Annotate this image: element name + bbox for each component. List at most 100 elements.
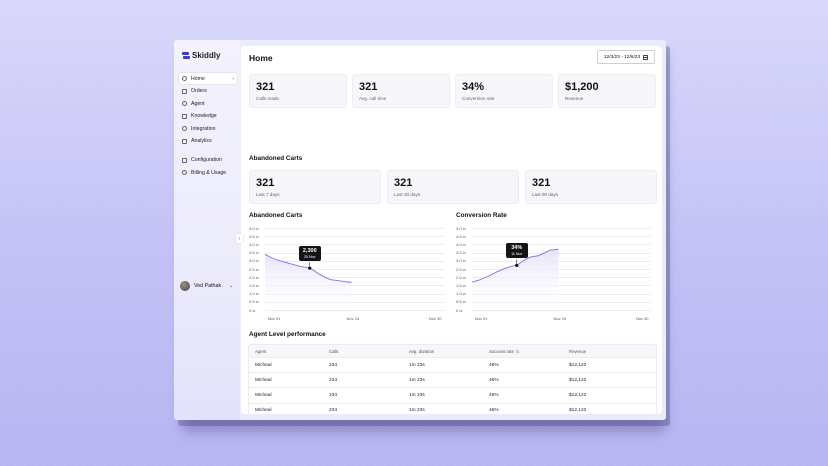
home-icon (182, 76, 187, 81)
grid-line (265, 228, 444, 229)
column-header-label: Calls (329, 348, 339, 354)
y-tick-label: 2.0 cr (456, 274, 467, 280)
table-cell: $12,122 (569, 362, 587, 368)
y-tick-label: 2.0 cr (249, 274, 260, 280)
y-tick-label: 3.0 cr (249, 258, 260, 264)
abandoned-chart-title: Abandoned Carts (249, 212, 303, 219)
x-tick-label: Nov 01 (267, 316, 281, 321)
grid-line (472, 285, 651, 287)
y-tick-label: 0.5 cr (456, 299, 467, 305)
y-tick-label: 1.5 cr (249, 282, 260, 288)
table-cell: 234 (329, 392, 338, 398)
integration-icon (182, 126, 187, 132)
column-header: Avg. duration (409, 349, 489, 354)
y-tick-label: 2.5 cr (456, 266, 467, 272)
app-logo[interactable]: Skiddly (182, 51, 220, 60)
series-area (265, 254, 352, 310)
column-header-label: Avg. duration (409, 348, 435, 354)
date-range-value: 12/3/23 - 12/6/23 (603, 54, 641, 60)
stat-label: Last 90 days (532, 192, 559, 197)
sidebar-item-label: Home (191, 75, 205, 82)
chart-tooltip: 34% 11 Nov (505, 243, 528, 259)
stat-card: 321 Calls made (249, 74, 347, 108)
calendar-icon (643, 54, 649, 60)
analytics-icon (182, 138, 187, 144)
sidebar-item-billing-usage[interactable]: Billing & Usage (179, 167, 237, 178)
y-tick-label: 3.0 cr (456, 258, 467, 264)
grid-line (472, 244, 651, 246)
user-menu[interactable]: Ved Pathak ⌄ (180, 281, 233, 291)
column-header-label: Success rate (489, 348, 514, 354)
grid-line (472, 228, 651, 229)
sidebar-item-analytics[interactable]: Analytics (179, 136, 237, 147)
table-cell: 1m 23s (409, 362, 425, 368)
table-cell: 1m 23s (409, 377, 425, 383)
x-tick-label: Nov 15 (553, 316, 567, 321)
table-cell: 46% (489, 408, 499, 414)
sidebar-item-agent[interactable]: Agent (179, 98, 237, 109)
y-tick-label: 0 cr (456, 307, 463, 313)
grid-line (472, 252, 651, 254)
logo-icon (182, 51, 190, 60)
abandoned-card: 321 Last 90 days (525, 170, 657, 204)
y-tick-label: 3.5 cr (456, 250, 467, 256)
y-tick-label: 3.0 cr (456, 225, 467, 231)
y-tick-label: 0 cr (249, 307, 256, 313)
date-range-picker[interactable]: 12/3/23 - 12/6/23 (597, 50, 655, 64)
sidebar-item-orders[interactable]: Orders (179, 86, 237, 97)
column-header: Agent (249, 349, 329, 354)
conversion-chart-title: Conversion Rate (456, 212, 507, 219)
table-cell: 234 (329, 362, 338, 368)
grid-line (265, 236, 444, 238)
y-tick-label: 2.5 cr (249, 266, 260, 272)
x-tick-label: Nov 01 (474, 316, 488, 321)
series-area (472, 249, 559, 310)
user-name: Ved Pathak (194, 283, 222, 289)
app-name: Skiddly (192, 51, 221, 60)
chevron-right-icon: › (232, 75, 234, 82)
billing-icon (182, 170, 187, 176)
abandoned-carts-title: Abandoned Carts (249, 155, 303, 162)
y-tick-label: 4.5 cr (456, 233, 467, 239)
table-cell: 46% (489, 377, 499, 383)
sidebar-item-home[interactable]: Home › (179, 73, 237, 84)
sidebar-item-label: Analytics (191, 138, 212, 145)
y-tick-label: 4.0 cr (249, 241, 260, 247)
stat-label: Revenue (565, 96, 584, 101)
table-cell: Micheal (255, 408, 272, 414)
tooltip-value: 2,300 (302, 248, 317, 255)
abandoned-card: 321 Last 7 days (249, 170, 381, 204)
grid-line (265, 293, 444, 295)
stat-label: Conversion rate (462, 96, 495, 101)
tooltip-label: 11 Nov (511, 252, 523, 257)
column-header: Revenue (569, 349, 649, 354)
sidebar-item-configuration[interactable]: Configuration (179, 155, 237, 166)
sidebar-item-knowledge[interactable]: Knowledge (179, 111, 237, 122)
data-point-highlight[interactable] (515, 263, 519, 267)
sidebar-item-label: Billing & Usage (191, 169, 227, 176)
sort-icon[interactable]: ⇅ (515, 348, 520, 354)
agent-performance-table: Agent Calls Avg. duration Success rate ⇅ Reve… (248, 344, 657, 420)
stat-label: Last 30 days (394, 192, 421, 197)
page-title: Home (249, 53, 273, 63)
data-point-highlight[interactable] (308, 266, 312, 270)
sidebar-item-label: Integration (191, 125, 216, 132)
grid-line (265, 260, 444, 262)
column-header[interactable]: Success rate ⇅ (489, 349, 569, 354)
table-cell: Micheal (255, 377, 272, 383)
stat-value: 321 (359, 81, 378, 93)
agent-icon (182, 101, 187, 107)
app-window: Skiddly Home › Orders Agent Knowledge Integra… (174, 40, 666, 420)
collapse-sidebar-button[interactable]: ‹ (236, 234, 243, 243)
stat-card: 34% Conversion rate (455, 74, 553, 108)
column-header: Calls (329, 349, 409, 354)
grid-line (265, 252, 444, 254)
sidebar-item-label: Configuration (191, 157, 222, 164)
conversion-rate-chart: 3.0 cr 4.5 cr 4.0 cr 3.5 cr 3.0 cr 2.5 cr 2.0 … (456, 225, 653, 325)
sidebar-item-integration[interactable]: Integration (179, 123, 237, 134)
